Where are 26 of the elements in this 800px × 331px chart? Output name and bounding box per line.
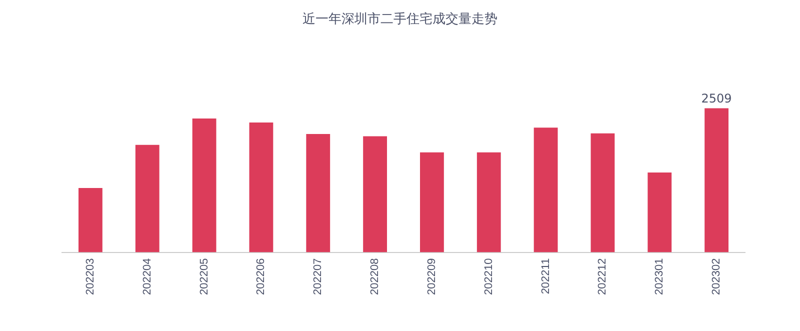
x-tick-label: 202301 <box>654 258 666 296</box>
bar <box>590 133 615 252</box>
x-tick-label: 202203 <box>84 258 96 296</box>
x-tick-label: 202209 <box>426 258 438 296</box>
bar <box>420 152 444 252</box>
bar <box>704 108 728 252</box>
x-tick-label: 202205 <box>198 258 210 296</box>
x-tick-label: 202302 <box>710 258 723 296</box>
x-tick-label: 202211 <box>540 258 552 294</box>
bar <box>534 128 558 252</box>
x-tick-label: 202204 <box>141 258 154 296</box>
x-tick-label: 202212 <box>596 258 609 296</box>
bar <box>135 144 160 252</box>
bar <box>363 136 387 252</box>
x-tick-label: 202207 <box>312 258 324 296</box>
bar <box>78 188 102 252</box>
x-tick-label: 202210 <box>482 258 495 296</box>
bar <box>648 172 672 252</box>
x-tick-label: 202208 <box>369 258 382 296</box>
bar <box>306 134 330 252</box>
bar <box>476 152 501 252</box>
data-label: 2509 <box>701 91 732 106</box>
bar <box>192 118 216 252</box>
chart-title: 近一年深圳市二手住宅成交量走势 <box>302 11 498 28</box>
x-tick-label: 202206 <box>255 258 268 296</box>
bar <box>249 122 274 252</box>
